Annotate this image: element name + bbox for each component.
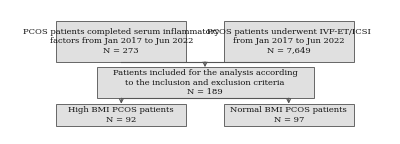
Text: PCOS patients underwent IVF-ET/ICSI: PCOS patients underwent IVF-ET/ICSI bbox=[207, 28, 371, 36]
FancyBboxPatch shape bbox=[96, 67, 314, 98]
Text: N = 92: N = 92 bbox=[106, 116, 136, 124]
FancyBboxPatch shape bbox=[56, 21, 186, 62]
FancyBboxPatch shape bbox=[224, 21, 354, 62]
Text: N = 273: N = 273 bbox=[104, 47, 139, 55]
FancyBboxPatch shape bbox=[224, 104, 354, 126]
Text: N = 97: N = 97 bbox=[274, 116, 304, 124]
Text: from Jan 2017 to Jun 2022: from Jan 2017 to Jun 2022 bbox=[233, 37, 344, 45]
Text: High BMI PCOS patients: High BMI PCOS patients bbox=[68, 106, 174, 114]
Text: N = 189: N = 189 bbox=[187, 88, 223, 96]
FancyBboxPatch shape bbox=[56, 104, 186, 126]
Text: N = 7,649: N = 7,649 bbox=[267, 47, 310, 55]
Text: PCOS patients completed serum inflammatory: PCOS patients completed serum inflammato… bbox=[23, 28, 220, 36]
Text: to the inclusion and exclusion criteria: to the inclusion and exclusion criteria bbox=[125, 79, 285, 87]
Text: factors from Jan 2017 to Jun 2022: factors from Jan 2017 to Jun 2022 bbox=[50, 37, 193, 45]
Text: Normal BMI PCOS patients: Normal BMI PCOS patients bbox=[230, 106, 347, 114]
Text: Patients included for the analysis according: Patients included for the analysis accor… bbox=[112, 69, 298, 77]
